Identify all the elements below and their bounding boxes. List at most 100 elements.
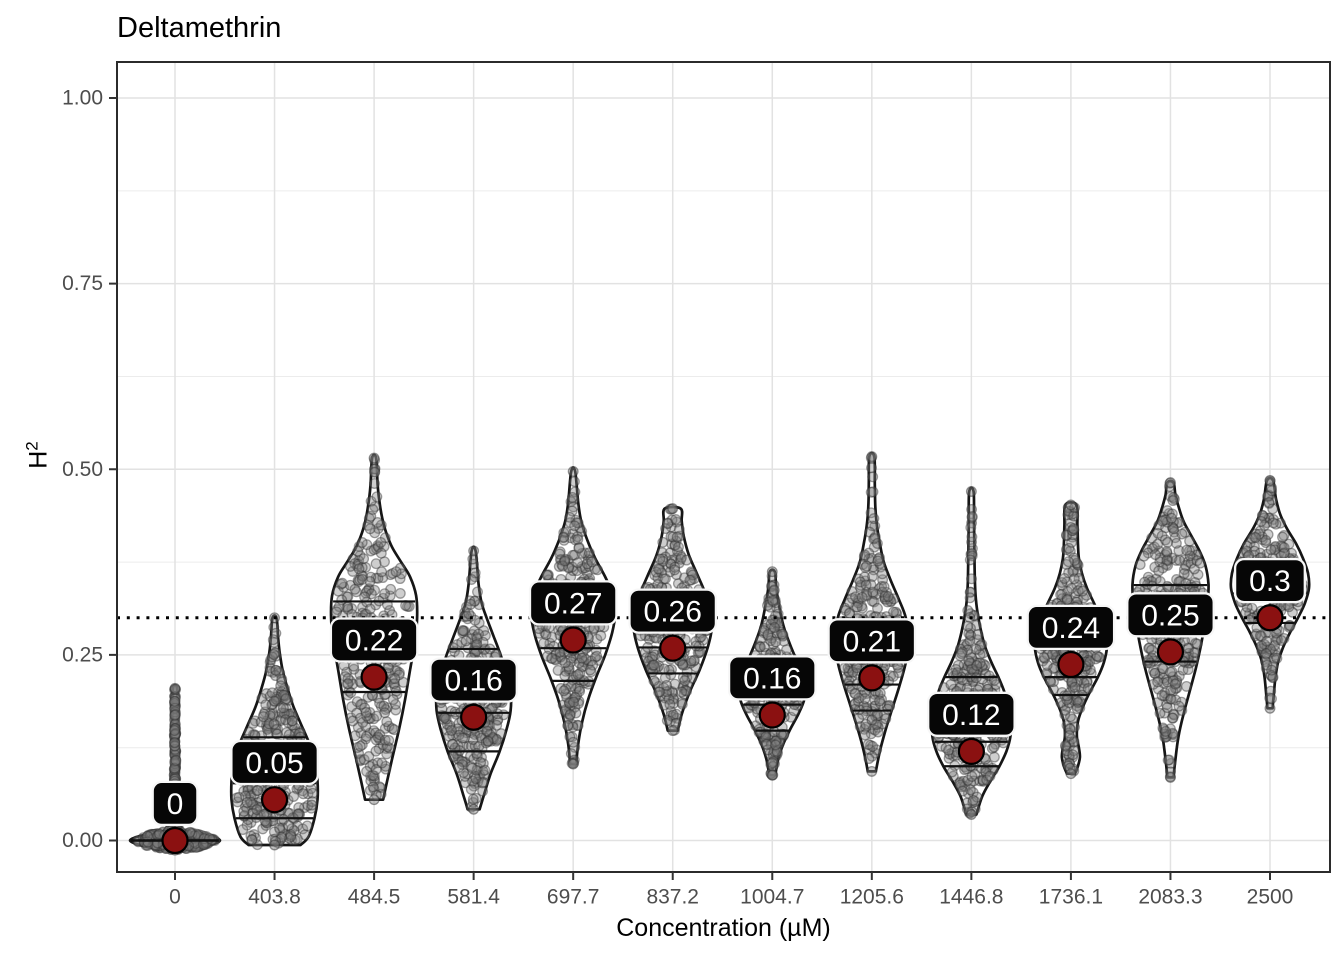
jitter-points [231,612,319,851]
jitter-point [287,711,299,723]
jitter-point [1174,554,1185,566]
jitter-point [460,635,472,647]
jitter-point [170,753,182,765]
jitter-point [280,703,292,714]
jitter-point [169,690,181,702]
violins [128,451,1311,856]
jitter-point [369,466,381,478]
jitter-point [766,757,778,769]
jitter-point [867,471,879,483]
jitter-point [354,740,366,752]
jitter-point [770,636,782,648]
jitter-point [1153,565,1165,577]
jitter-point [652,563,664,575]
jitter-point [169,706,181,718]
mean-point [659,634,687,662]
jitter-point [471,748,483,759]
jitter-point [252,784,264,796]
jitter-point [963,655,975,667]
jitter-point [369,478,380,489]
jitter-point [1161,546,1173,558]
jitter-point [1142,654,1154,666]
jitter-point [285,831,297,842]
jitter-point [946,766,958,778]
jitter-point [767,594,779,606]
jitter-point [446,725,457,736]
jitter-point [276,686,288,698]
jitter-point [966,511,978,522]
jitter-point [169,745,181,757]
jitter-point [251,839,263,851]
jitter-points [931,486,1010,820]
jitter-point [572,534,584,545]
jitter-point [281,708,293,720]
mean-point [1156,638,1185,666]
jitter-point [169,743,181,755]
jitter-point [288,791,300,802]
jitter-point [470,773,482,785]
jitter-point [394,587,406,599]
jitter-point [169,746,181,758]
jitter-point [284,828,296,840]
jitter-point [353,563,365,575]
jitter-point [364,576,376,587]
jitter-point [241,802,253,814]
jitter-point [266,651,278,663]
x-tick-label: 837.2 [646,886,699,909]
jitter-point [1173,700,1185,712]
jitter-point [595,630,607,642]
jitter-point [170,728,182,740]
jitter-point [1152,676,1164,688]
jitter-point [447,751,459,762]
jitter-point [439,712,450,724]
jitter-point [652,579,664,591]
jitter-point [272,692,284,704]
jitter-point [246,834,258,846]
jitter-point [265,708,276,720]
jitter-point [472,586,483,598]
jitter-point [972,629,984,641]
jitter-point [169,696,181,708]
jitter-point-tip [866,451,878,463]
mean-point [360,663,388,691]
jitter-point [860,718,872,730]
jitter-point [568,696,579,708]
jitter-point [207,833,219,845]
jitter-point [347,715,359,727]
jitter-point [169,719,181,731]
jitter-point [246,799,258,811]
jitter-point [297,785,308,797]
jitter-point [169,690,180,702]
jitter-point [169,709,181,721]
jitter-point [249,715,261,727]
jitter-point [238,785,250,797]
jitter-point [564,709,576,720]
jitter-point [270,719,282,731]
mean-label-text: 0.25 [1141,599,1199,632]
jitter-point [457,732,469,744]
jitter-point [277,702,289,714]
x-tick-label: 0 [169,886,181,909]
jitter-point [654,553,666,565]
jitter-point [943,744,955,756]
jitter-point [558,685,570,697]
jitter-point [661,679,673,691]
jitter-point-tip [1264,474,1276,486]
x-tick-label: 403.8 [248,886,301,909]
jitter-point [275,713,287,725]
jitter-point [491,734,503,746]
jitter-point [305,802,317,814]
jitter-point [169,740,181,752]
jitter-point [145,828,157,840]
jitter-point [169,706,181,718]
jitter-point [1278,548,1290,560]
jitter-point [282,694,294,706]
jitter-point [270,627,282,639]
jitter-point [169,749,181,761]
jitter-point [274,667,286,679]
x-tick-label: 697.7 [547,886,600,909]
jitter-point [268,711,280,722]
jitter-point [169,767,181,779]
jitter-point [962,620,974,632]
